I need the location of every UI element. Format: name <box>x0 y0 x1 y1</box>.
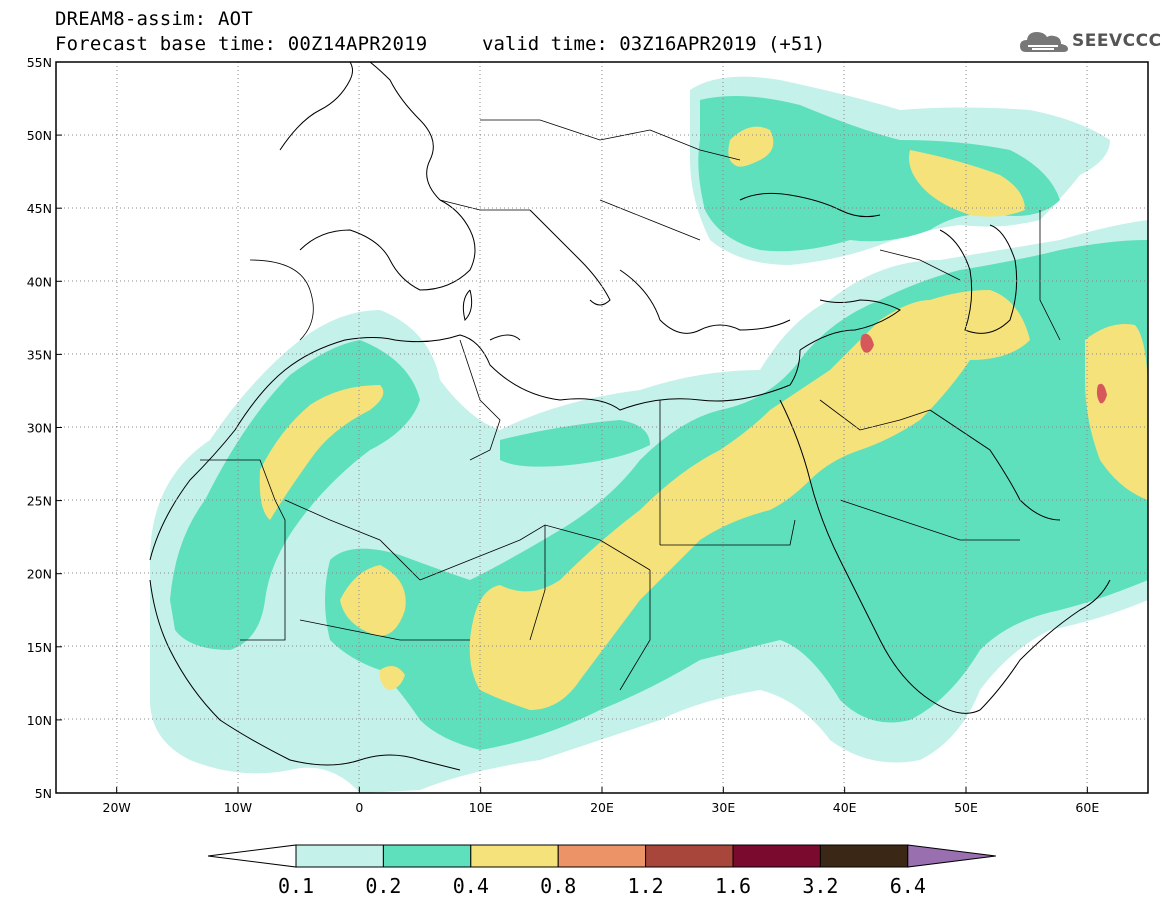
colorbar-level-label: 1.2 <box>628 874 664 898</box>
lat-ticks: 55N 50N 45N 40N 35N 30N 25N 20N 15N 10N 5N <box>27 55 62 801</box>
colorbar-box <box>645 844 734 868</box>
colorbar-level-label: 0.4 <box>453 874 489 898</box>
lat-tick-label: 45N <box>27 201 52 216</box>
lat-tick-label: 15N <box>27 640 52 655</box>
lon-tick-label: 30E <box>711 800 735 815</box>
map-title: DREAM8-assim: AOT <box>55 8 253 30</box>
lon-tick-label: 0 <box>355 800 363 815</box>
colorbar-box <box>732 844 821 868</box>
colorbar-box <box>470 844 559 868</box>
lon-tick-label: 10E <box>469 800 493 815</box>
forecast-base-time: Forecast base time: 00Z14APR2019 <box>55 33 428 55</box>
lat-tick-label: 55N <box>27 55 52 70</box>
colorbar-level-label: 0.1 <box>278 874 314 898</box>
lat-tick-label: 5N <box>35 786 52 801</box>
coastlines <box>149 62 1111 771</box>
colorbar-level-label: 0.2 <box>365 874 401 898</box>
lon-tick-label: 40E <box>833 800 857 815</box>
colorbar-level-label: 6.4 <box>890 874 926 898</box>
lat-tick-label: 25N <box>27 494 52 509</box>
lon-tick-label: 50E <box>954 800 978 815</box>
aot-contours <box>150 76 1148 793</box>
colorbar: 0.1 0.2 0.4 0.8 1.2 1.6 3.2 6.4 <box>207 844 996 898</box>
cloud-icon <box>1020 32 1068 52</box>
colorbar-over-triangle <box>907 844 996 868</box>
colorbar-level-label: 3.2 <box>802 874 838 898</box>
lat-tick-label: 40N <box>27 274 52 289</box>
lat-tick-label: 10N <box>27 713 52 728</box>
colorbar-box <box>819 844 909 868</box>
colorbar-level-label: 0.8 <box>540 874 576 898</box>
lon-tick-label: 60E <box>1075 800 1099 815</box>
colorbar-box <box>557 844 647 868</box>
lon-ticks: 20W 10W 0 10E 20E 30E 40E 50E 60E <box>103 787 1099 815</box>
colorbar-under-triangle <box>207 844 297 868</box>
lon-tick-label: 10W <box>224 800 252 815</box>
colorbar-box <box>382 844 472 868</box>
logo-text: SEEVCCC <box>1072 31 1162 51</box>
lat-tick-label: 20N <box>27 567 52 582</box>
lon-tick-label: 20W <box>103 800 131 815</box>
colorbar-level-label: 1.6 <box>715 874 751 898</box>
aot-map: 55N 50N 45N 40N 35N 30N 25N 20N 15N 10N 5N 20W 10W 0… <box>27 55 1149 815</box>
lat-tick-label: 35N <box>27 347 52 362</box>
valid-time: valid time: 03Z16APR2019 (+51) <box>482 33 826 55</box>
lat-tick-label: 50N <box>27 128 52 143</box>
lon-tick-label: 20E <box>590 800 614 815</box>
colorbar-box <box>295 844 384 868</box>
lat-tick-label: 30N <box>27 421 52 436</box>
